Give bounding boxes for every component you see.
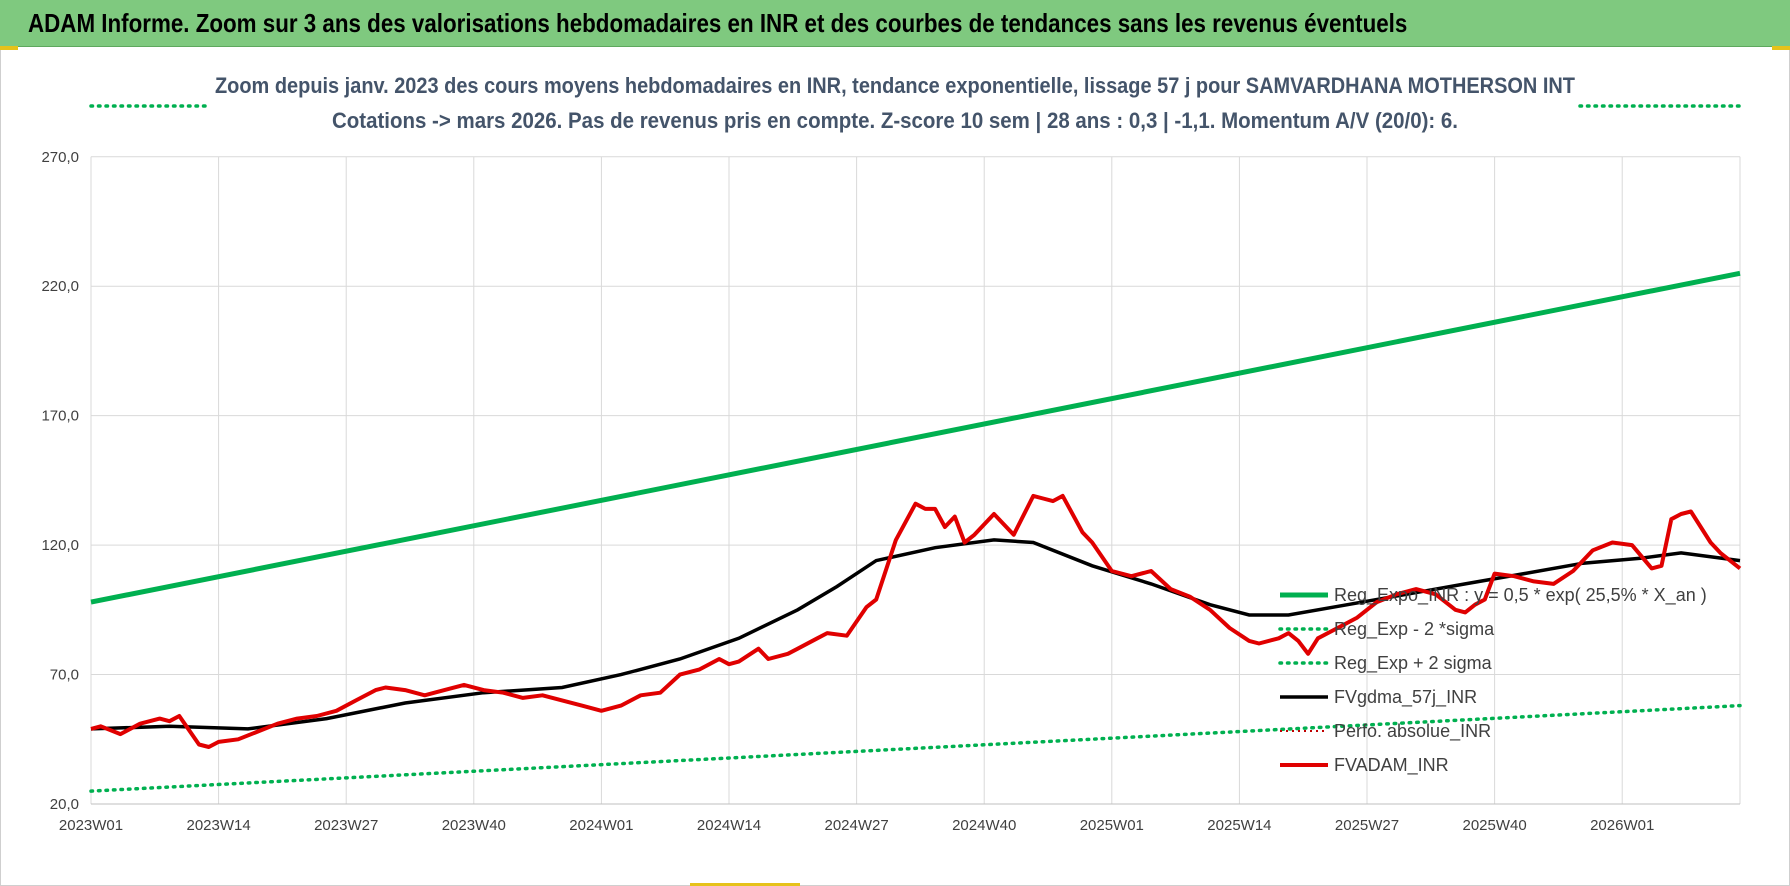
series-reg-expo-inr-y-0-5-exp-25-5-x-an	[90, 270, 1741, 605]
report-title: ADAM Informe. Zoom sur 3 ans des valoris…	[28, 8, 1408, 38]
x-tick-label: 2025W40	[1463, 817, 1527, 834]
x-tick-label: 2023W27	[314, 817, 378, 834]
x-tick-label: 2025W14	[1207, 817, 1271, 834]
x-tick-label: 2024W01	[569, 817, 633, 834]
axis-labels: 20,0 70,0 120,0 170,0 220,0 270,0 2023W01 2023W…	[41, 149, 1654, 834]
legend-label-reg-expo-inr-y-0-5-exp-25-5-x-an: Reg_Expo_INR : y = 0,5 * exp( 25,5% * X_…	[1334, 585, 1707, 606]
y-tick-label: 120,0	[41, 537, 79, 554]
legend-label-perfo-absolue-inr: Perfo. absolue_INR	[1334, 721, 1491, 742]
chart-title-line-2: Cotations -> mars 2026. Pas de revenus p…	[332, 108, 1458, 133]
y-tick-label: 170,0	[41, 408, 79, 425]
x-tick-label: 2025W01	[1080, 817, 1144, 834]
corner-accent-left	[0, 46, 18, 50]
y-tick-label: 70,0	[50, 667, 79, 684]
series-fvgdma-57j-inr	[90, 538, 1741, 731]
x-tick-label: 2024W40	[952, 817, 1016, 834]
y-tick-label: 20,0	[50, 796, 79, 813]
header-bar: ADAM Informe. Zoom sur 3 ans des valoris…	[0, 0, 1790, 47]
x-tick-label: 2025W27	[1335, 817, 1399, 834]
legend-label-reg-exp-2-sigma: Reg_Exp + 2 sigma	[1334, 653, 1493, 674]
corner-accent-right	[1772, 46, 1790, 50]
y-tick-label: 270,0	[41, 149, 79, 166]
x-tick-label: 2024W14	[697, 817, 761, 834]
x-tick-label: 2026W01	[1590, 817, 1654, 834]
bottom-accent	[690, 883, 800, 886]
x-tick-label: 2024W27	[824, 817, 888, 834]
legend: Reg_Expo_INR : y = 0,5 * exp( 25,5% * X_…	[1278, 585, 1707, 776]
series-reg-exp-2-sigma	[89, 703, 1742, 793]
y-tick-label: 220,0	[41, 278, 79, 295]
grid-lines	[90, 156, 1741, 805]
legend-label-reg-exp-2-sigma: Reg_Exp - 2 *sigma	[1334, 619, 1495, 640]
x-tick-label: 2023W14	[186, 817, 250, 834]
x-tick-label: 2023W01	[59, 817, 123, 834]
series-fvadam-inr	[90, 493, 1742, 749]
x-tick-label: 2023W40	[442, 817, 506, 834]
chart-title-line-1: Zoom depuis janv. 2023 des cours moyens …	[215, 73, 1575, 98]
legend-label-fvgdma-57j-inr: FVgdma_57j_INR	[1334, 687, 1477, 708]
series-layer	[89, 104, 1742, 793]
legend-label-fvadam-inr: FVADAM_INR	[1334, 755, 1449, 776]
